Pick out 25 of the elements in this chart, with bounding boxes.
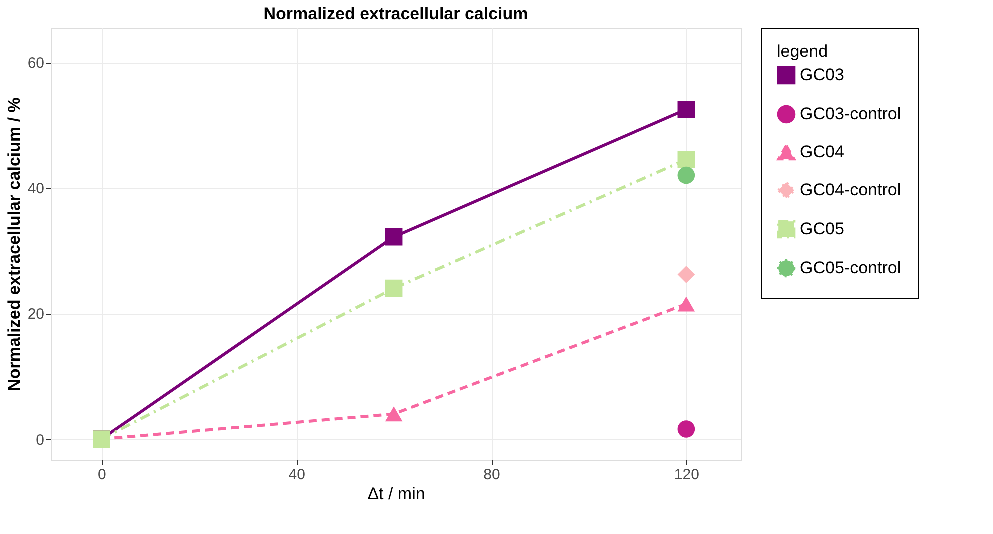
legend-label: GC04-control <box>800 180 902 200</box>
point <box>678 420 696 438</box>
point <box>678 166 696 184</box>
x-tick-label: 120 <box>674 466 700 484</box>
point <box>678 266 696 284</box>
y-axis-title: Normalized extracellular calcium / % <box>4 98 24 392</box>
x-tick-label: 80 <box>484 466 500 484</box>
legend-label: GC04 <box>800 142 844 162</box>
legend-label: GC03-control <box>800 104 902 124</box>
chart-title: Normalized extracellular calcium <box>264 4 528 24</box>
point <box>385 228 403 246</box>
y-tick-label: 20 <box>28 306 44 324</box>
point <box>678 151 696 169</box>
point <box>678 100 696 118</box>
point <box>385 280 403 298</box>
legend-label: GC05-control <box>800 258 902 278</box>
legend-label: GC05 <box>800 220 844 238</box>
legend-title: legend <box>777 42 828 61</box>
y-tick-label: 0 <box>36 432 44 449</box>
x-tick-label: 0 <box>98 466 106 484</box>
legend-label: GC03 <box>800 66 844 84</box>
y-tick-label: 40 <box>28 180 44 198</box>
y-tick-label: 60 <box>28 55 44 72</box>
x-axis-title: Δt / min <box>368 484 426 504</box>
x-tick-label: 40 <box>288 466 306 484</box>
